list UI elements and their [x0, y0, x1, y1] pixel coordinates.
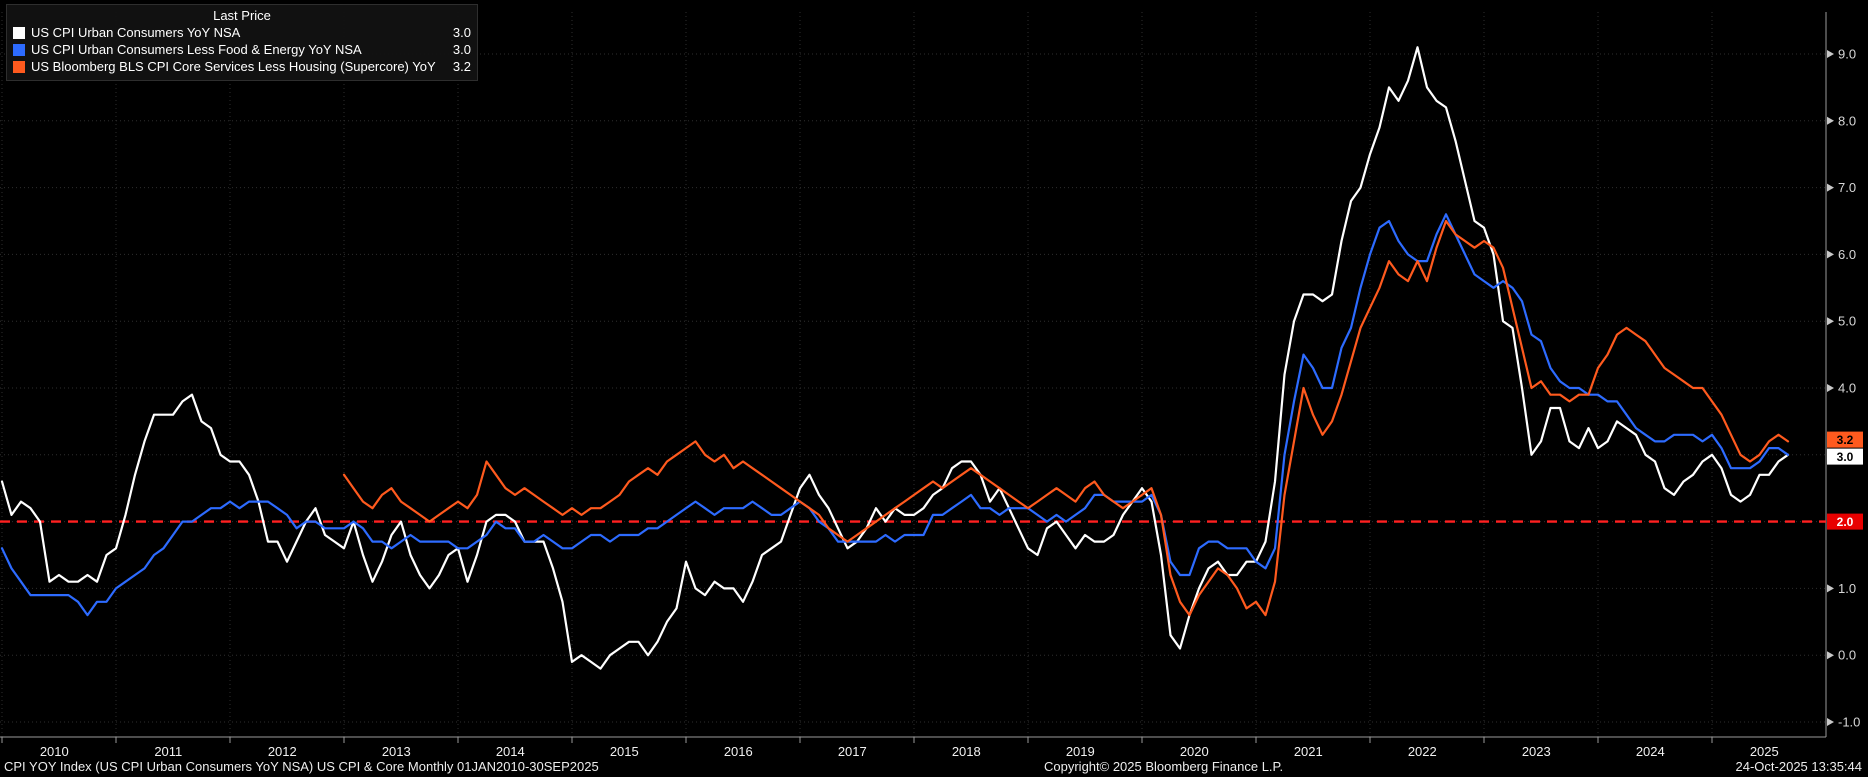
x-axis-label: 2020: [1180, 744, 1209, 757]
legend-series-value: 3.2: [452, 59, 471, 74]
legend-rows: US CPI Urban Consumers YoY NSA 3.0 US CPI …: [13, 24, 471, 75]
legend-swatch-icon: [13, 60, 25, 73]
chart-plot[interactable]: 9.0 8.0 7.0 6.0 5.0 4.0 3.0 2.0 1.0 0.0 -1.0 2010 20…: [0, 0, 1868, 757]
price-badge-value: 2.0: [1837, 515, 1854, 529]
x-axis-label: 2012: [268, 744, 297, 757]
y-axis-label: 8.0: [1838, 113, 1856, 128]
price-badge-value: 3.0: [1837, 450, 1854, 464]
x-axis-label: 2023: [1522, 744, 1551, 757]
y-tick-arrow-icon: [1827, 250, 1834, 259]
price-badge: [1827, 513, 1863, 530]
timestamp: 24-Oct-2025 13:35:44: [1735, 759, 1862, 774]
x-axis-label: 2015: [610, 744, 639, 757]
series-line-2: [342, 219, 1790, 617]
x-axis-label: 2010: [40, 744, 69, 757]
legend-row[interactable]: US CPI Urban Consumers YoY NSA 3.0: [13, 24, 471, 41]
series-line-1: [0, 213, 1790, 617]
price-badge-value: 3.2: [1837, 433, 1854, 447]
y-tick-arrow-icon: [1827, 50, 1834, 58]
legend-row[interactable]: US CPI Urban Consumers Less Food & Energ…: [13, 41, 471, 58]
legend-series-label: US Bloomberg BLS CPI Core Services Less …: [31, 59, 436, 74]
y-tick-arrow-icon: [1827, 317, 1834, 326]
y-axis-label: 5.0: [1838, 314, 1856, 329]
copyright-text: Copyright© 2025 Bloomberg Finance L.P.: [1044, 759, 1284, 774]
y-tick-arrow-icon: [1827, 584, 1834, 593]
x-axis-label: 2014: [496, 744, 525, 757]
y-axis-label: 6.0: [1838, 247, 1856, 262]
y-axis-label: 4.0: [1838, 381, 1856, 396]
x-axis-label: 2022: [1408, 744, 1437, 757]
y-tick-arrow-icon: [1827, 651, 1834, 660]
y-tick-arrow-icon: [1827, 116, 1834, 125]
x-axis-label: 2024: [1636, 744, 1665, 757]
y-tick-arrow-icon: [1827, 183, 1834, 192]
legend-series-label: US CPI Urban Consumers Less Food & Energ…: [31, 42, 362, 57]
y-axis-label: 1.0: [1838, 581, 1856, 596]
legend-series-label: US CPI Urban Consumers YoY NSA: [31, 25, 241, 40]
legend-series-value: 3.0: [452, 42, 471, 57]
x-axis-label: 2018: [952, 744, 981, 757]
legend-row[interactable]: US Bloomberg BLS CPI Core Services Less …: [13, 58, 471, 75]
x-axis-label: 2017: [838, 744, 867, 757]
x-axis-label: 2021: [1294, 744, 1323, 757]
price-badge: [1827, 448, 1863, 465]
price-badge: [1827, 431, 1863, 448]
legend-series-value: 3.0: [452, 25, 471, 40]
chart-description: CPI YOY Index (US CPI Urban Consumers Yo…: [4, 759, 599, 774]
y-tick-arrow-icon: [1827, 384, 1834, 392]
legend-title: Last Price: [213, 8, 271, 23]
legend-panel[interactable]: Last Price US CPI Urban Consumers YoY NS…: [6, 4, 478, 81]
x-axis-label: 2013: [382, 744, 411, 757]
y-axis-label: -1.0: [1838, 715, 1860, 730]
legend-swatch-icon: [13, 26, 25, 39]
y-axis-label: 9.0: [1838, 47, 1856, 62]
y-axis-label: 7.0: [1838, 180, 1856, 195]
y-axis-label: 0.0: [1838, 648, 1856, 663]
series-line-0: [0, 46, 1790, 670]
status-bar: CPI YOY Index (US CPI Urban Consumers Yo…: [0, 757, 1868, 777]
x-axis-label: 2016: [724, 744, 753, 757]
x-axis-label: 2011: [154, 744, 182, 757]
x-axis-label: 2025: [1750, 744, 1779, 757]
x-axis-label: 2019: [1066, 744, 1095, 757]
y-tick-arrow-icon: [1827, 718, 1834, 726]
legend-swatch-icon: [13, 43, 25, 56]
